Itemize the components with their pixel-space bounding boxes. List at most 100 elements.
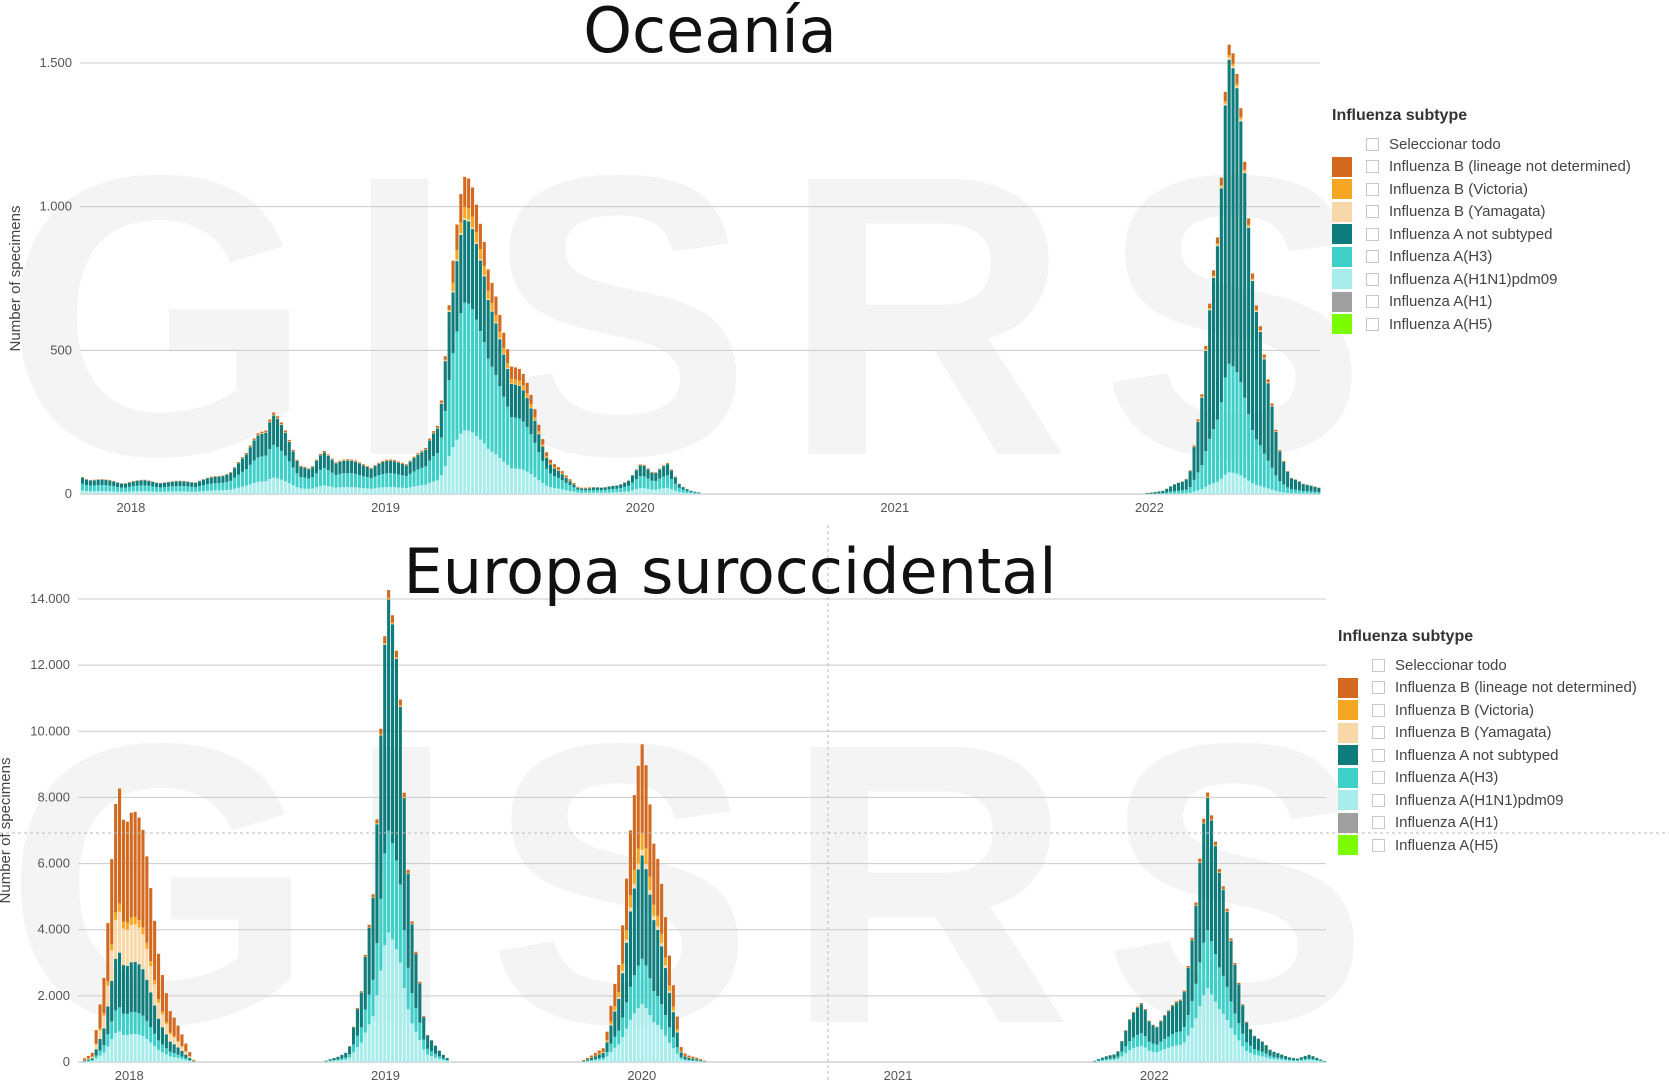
bar-segment <box>584 490 588 493</box>
europe-legend-item[interactable]: Influenza A(H5) <box>1338 834 1637 857</box>
europe-legend-item[interactable]: Influenza A(H1) <box>1338 812 1637 835</box>
europe-legend-item[interactable]: Influenza B (lineage not determined) <box>1338 677 1637 700</box>
bar-segment <box>628 986 632 1020</box>
bar-segment <box>650 480 654 490</box>
bar-segment <box>375 824 379 944</box>
europe-legend-checkbox[interactable] <box>1372 681 1385 695</box>
bar-segment <box>357 474 361 488</box>
oceania-legend-item[interactable]: Influenza A(H1) <box>1332 291 1631 314</box>
oceania-legend-checkbox[interactable] <box>1366 250 1379 264</box>
europe-legend-item[interactable]: Influenza B (Yamagata) <box>1338 722 1637 745</box>
bar-segment <box>560 474 564 481</box>
oceania-legend-checkbox[interactable] <box>1366 182 1379 196</box>
oceania-legend-item[interactable]: Influenza A(H1N1)pdm09 <box>1332 268 1631 291</box>
oceania-legend-select-all[interactable]: Seleccionar todo <box>1332 133 1631 156</box>
bar-segment <box>1315 1059 1319 1061</box>
oceania-select-all-checkbox[interactable] <box>1366 137 1379 151</box>
europe-legend-checkbox[interactable] <box>1372 703 1385 717</box>
bar-segment <box>402 792 406 797</box>
europe-legend-checkbox[interactable] <box>1372 726 1385 740</box>
bar-segment <box>157 1040 161 1050</box>
oceania-legend-item[interactable]: Influenza A(H3) <box>1332 246 1631 269</box>
bar-segment <box>1165 488 1169 493</box>
bar-segment <box>1225 908 1229 912</box>
europe-select-all-checkbox[interactable] <box>1372 658 1385 672</box>
europe-legend-checkbox[interactable] <box>1372 793 1385 807</box>
bar-segment <box>652 916 656 921</box>
bar-segment <box>1245 1042 1249 1051</box>
europe-legend-label: Influenza B (lineage not determined) <box>1395 679 1637 697</box>
bar-segment <box>506 368 510 369</box>
bar-segment <box>168 1056 172 1062</box>
bar-segment <box>660 946 664 1005</box>
bar-segment <box>1239 108 1243 118</box>
bar-segment <box>162 486 166 492</box>
oceania-legend-checkbox[interactable] <box>1366 205 1379 219</box>
bar-segment <box>233 477 237 489</box>
bar-segment <box>1243 397 1247 478</box>
bar-segment <box>424 466 428 485</box>
oceania-legend-checkbox[interactable] <box>1366 272 1379 286</box>
oceania-legend-checkbox[interactable] <box>1366 227 1379 241</box>
oceania-legend-checkbox[interactable] <box>1366 295 1379 309</box>
oceania-legend-label: Influenza A not subtyped <box>1389 225 1553 243</box>
oceania-legend-item[interactable]: Influenza B (lineage not determined) <box>1332 156 1631 179</box>
bar-segment <box>1249 1052 1253 1062</box>
bar-segment <box>1161 490 1165 494</box>
bar-segment <box>1176 490 1180 494</box>
bar-segment <box>671 1006 675 1011</box>
oceania-legend-item[interactable]: Influenza A not subtyped <box>1332 223 1631 246</box>
bar-segment <box>121 921 125 929</box>
bar-segment <box>568 479 572 481</box>
bar-segment <box>168 1051 172 1057</box>
bar-segment <box>287 439 291 442</box>
bar-segment <box>556 470 560 478</box>
europe-legend-select-all[interactable]: Seleccionar todo <box>1338 654 1637 677</box>
bar-segment <box>691 1056 695 1059</box>
bar-segment <box>1291 1058 1295 1061</box>
bar-segment <box>482 342 486 444</box>
bar-segment <box>201 485 205 492</box>
bar-segment <box>667 955 671 986</box>
europe-legend-checkbox[interactable] <box>1372 816 1385 830</box>
bar-segment <box>1192 445 1196 447</box>
bar-segment <box>529 434 533 475</box>
bar-segment <box>642 464 646 466</box>
bar-segment <box>1116 1056 1120 1060</box>
europe-legend-item[interactable]: Influenza A(H3) <box>1338 767 1637 790</box>
bar-segment <box>176 1041 180 1048</box>
oceania-legend-checkbox[interactable] <box>1366 160 1379 174</box>
bar-segment <box>664 1035 668 1062</box>
europe-legend-checkbox[interactable] <box>1372 838 1385 852</box>
bar-segment <box>619 492 623 494</box>
bar-segment <box>1282 462 1286 485</box>
oceania-legend-item[interactable]: Influenza A(H5) <box>1332 313 1631 336</box>
bar-segment <box>601 1059 605 1062</box>
oceania-legend-checkbox[interactable] <box>1366 317 1379 331</box>
bar-segment <box>256 481 260 494</box>
bar-segment <box>1235 83 1239 87</box>
oceania-legend-item[interactable]: Influenza B (Yamagata) <box>1332 201 1631 224</box>
bar-segment <box>1245 1050 1249 1062</box>
europe-legend-item[interactable]: Influenza A not subtyped <box>1338 744 1637 767</box>
bar-segment <box>513 379 517 384</box>
europe-legend-item[interactable]: Influenza A(H1N1)pdm09 <box>1338 789 1637 812</box>
bar-segment <box>287 441 291 462</box>
bar-segment <box>605 1041 609 1043</box>
bar-segment <box>459 194 463 223</box>
bar-segment <box>556 477 560 489</box>
bar-segment <box>1235 372 1239 474</box>
oceania-legend-item[interactable]: Influenza B (Victoria) <box>1332 178 1631 201</box>
europe-legend-item[interactable]: Influenza B (Victoria) <box>1338 699 1637 722</box>
bar-segment <box>1192 479 1196 492</box>
bar-segment <box>1100 1059 1104 1061</box>
europe-legend-checkbox[interactable] <box>1372 748 1385 762</box>
bar-segment <box>118 1031 122 1062</box>
bar-segment <box>1217 967 1221 1010</box>
bar-segment <box>576 489 580 493</box>
europe-legend-checkbox[interactable] <box>1372 771 1385 785</box>
oceania-legend-label: Influenza A(H3) <box>1389 248 1493 266</box>
bar-segment <box>1176 493 1180 494</box>
bar-segment <box>623 482 627 487</box>
bar-segment <box>328 1059 332 1061</box>
